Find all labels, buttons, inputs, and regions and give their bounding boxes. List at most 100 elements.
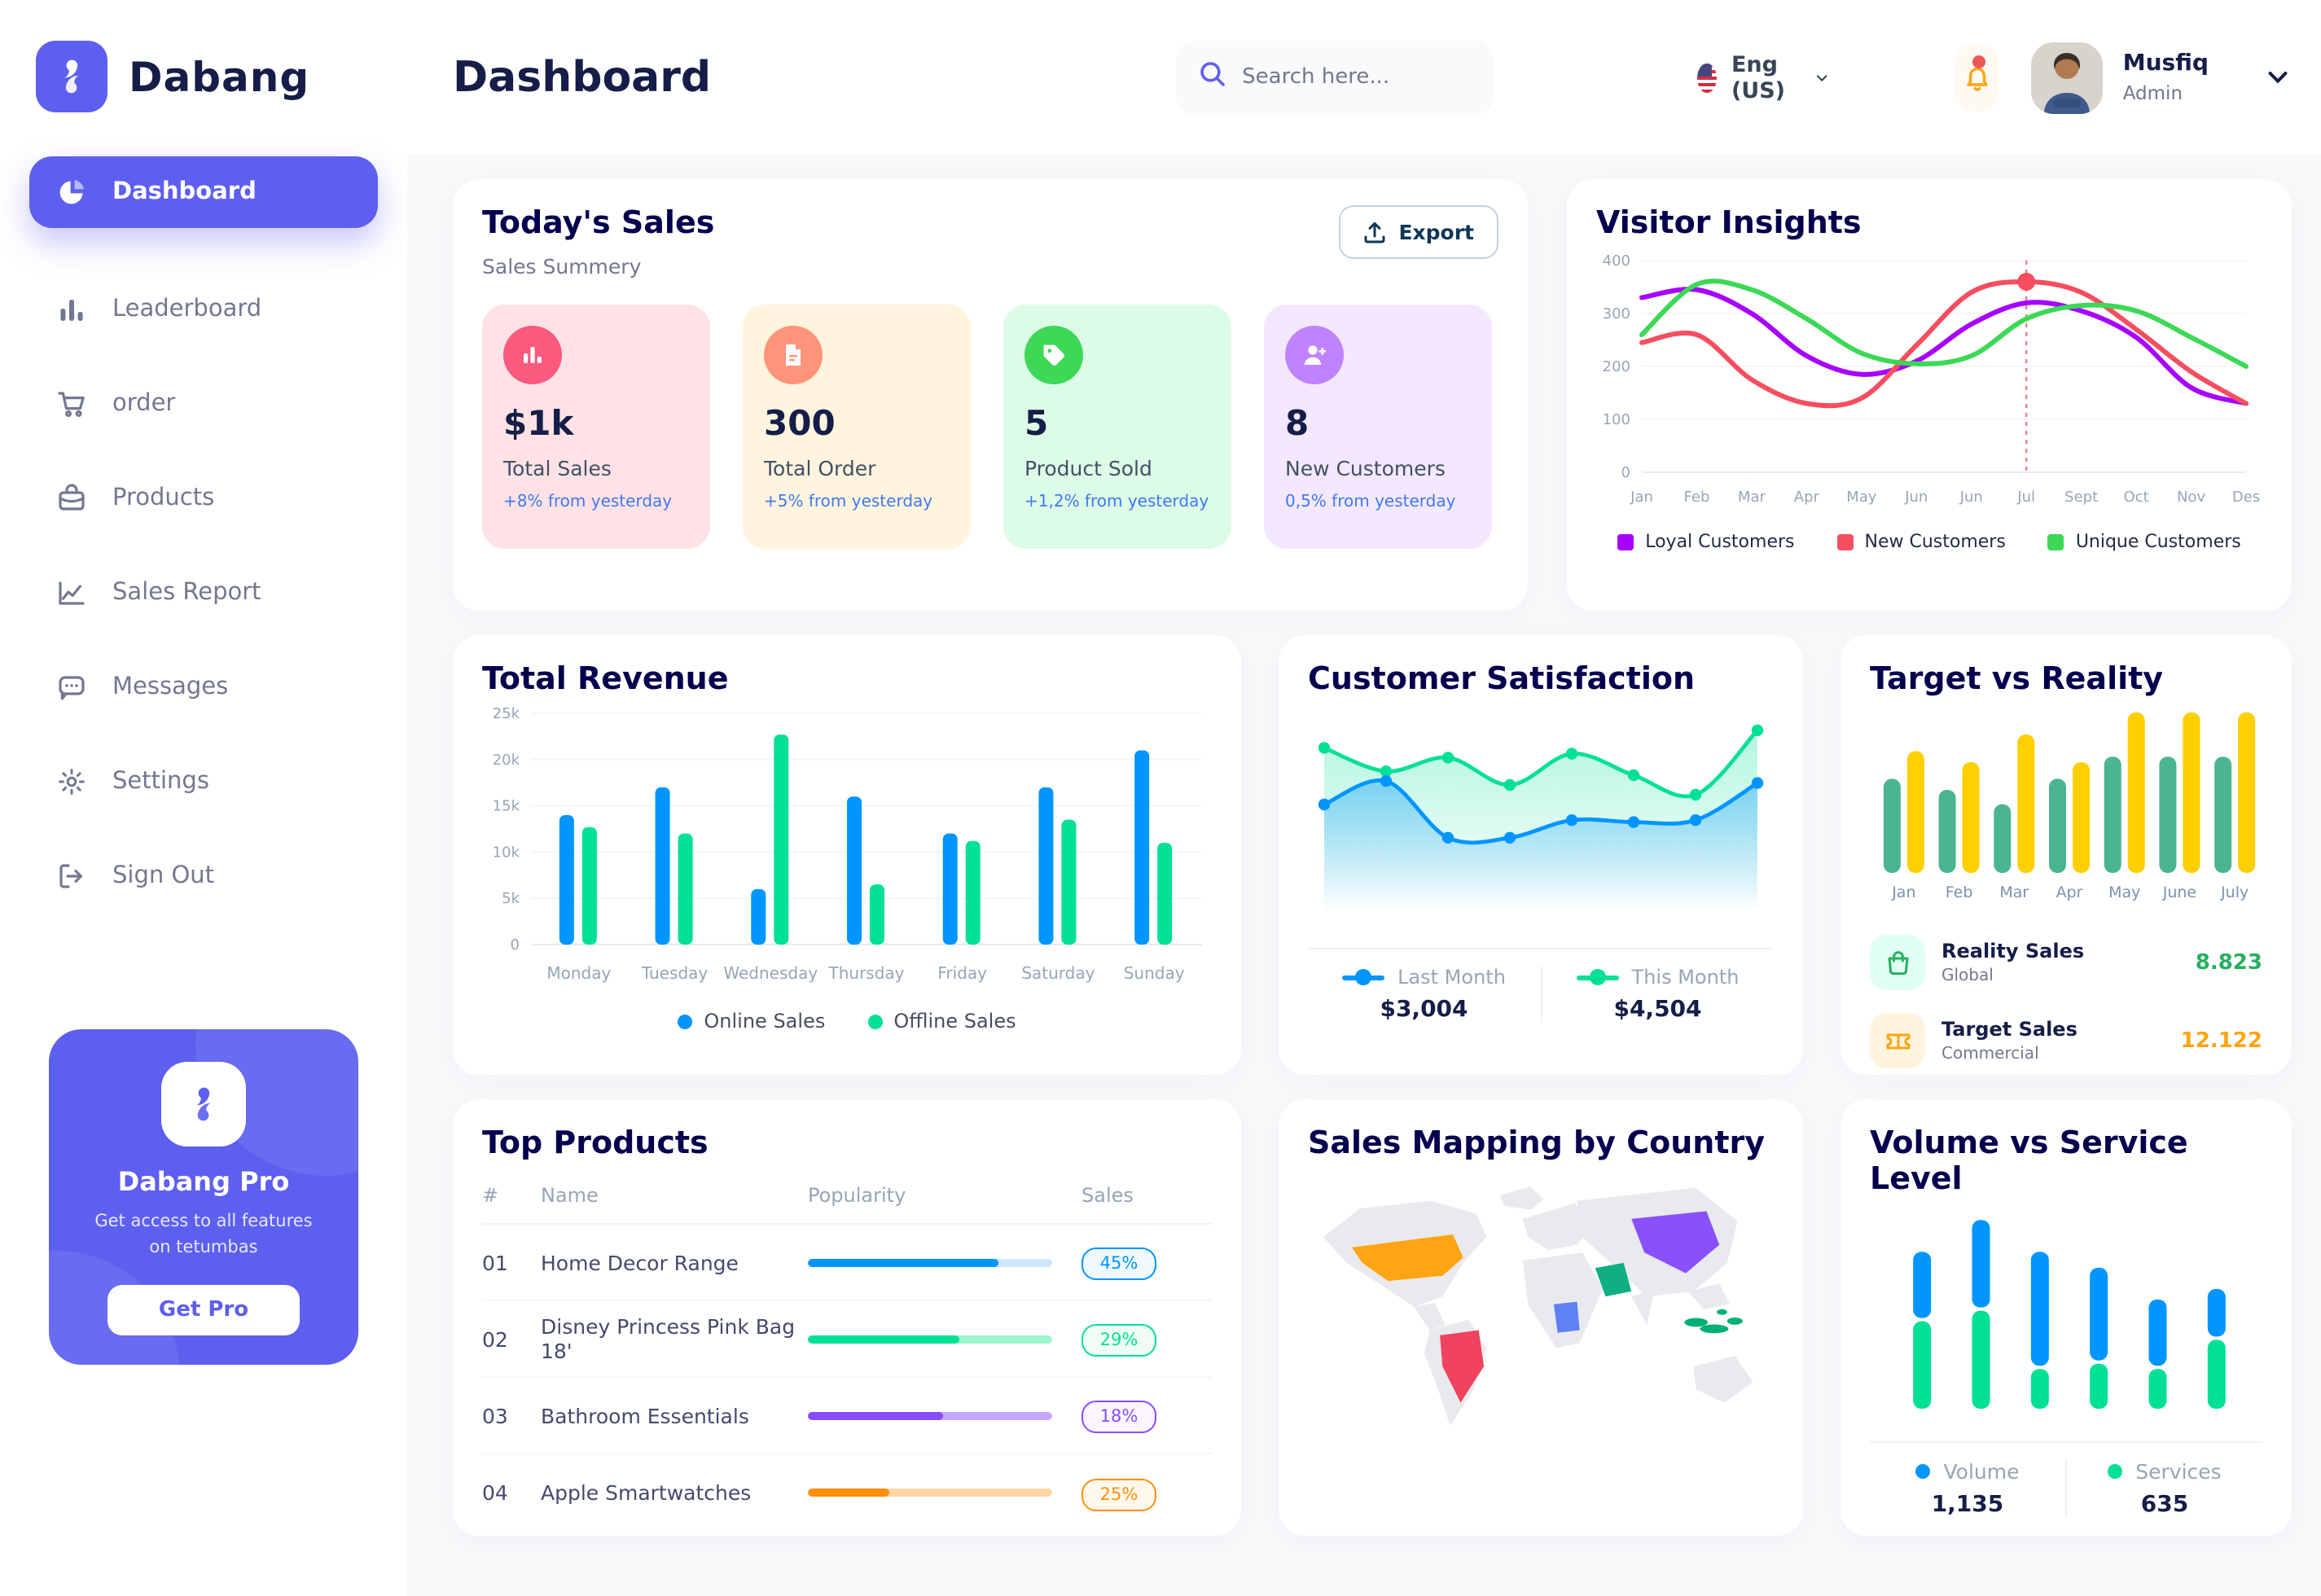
product-name: Bathroom Essentials bbox=[541, 1403, 749, 1427]
sidebar-item-order[interactable]: order bbox=[29, 368, 378, 440]
services-total: 635 bbox=[2140, 1492, 2189, 1518]
svg-text:May: May bbox=[2108, 884, 2140, 901]
user-name: Musfiq bbox=[2122, 50, 2209, 77]
popularity-bar bbox=[808, 1411, 1052, 1419]
stat-delta: +8% from yesterday bbox=[503, 493, 673, 511]
svg-text:Apr: Apr bbox=[1794, 489, 1820, 506]
stat-cards: $1k Total Sales +8% from yesterday 300 Total… bbox=[482, 305, 1498, 549]
order-icon bbox=[55, 388, 88, 420]
row-2: Total Revenue 0 5k 10k 15k 20k 25k Monday Tuesd… bbox=[453, 635, 2292, 1075]
reality-sales-row: Reality Sales Global 8.823 bbox=[1870, 935, 2262, 990]
product-row: 01 Home Decor Range 45% bbox=[482, 1225, 1212, 1301]
language-selector[interactable]: Eng (US) bbox=[1697, 51, 1828, 103]
main: Today's Sales Sales Summery Export $1k To… bbox=[407, 155, 2321, 1596]
svg-text:Jul: Jul bbox=[2016, 489, 2035, 506]
sidebar-item-settings[interactable]: Settings bbox=[29, 746, 378, 818]
ticket-icon bbox=[1870, 1013, 1925, 1068]
customer-satisfaction-title: Customer Satisfaction bbox=[1308, 661, 1696, 697]
document-icon bbox=[764, 326, 823, 384]
visitor-insights-legend: Loyal Customers New Customers Unique Cus… bbox=[1596, 531, 2262, 552]
sidebar-item-label: Sales Report bbox=[112, 580, 261, 606]
pro-promo-card: Dabang Pro Get access to all features on… bbox=[49, 1029, 358, 1364]
stat-delta: +5% from yesterday bbox=[764, 493, 933, 511]
svg-text:Monday: Monday bbox=[546, 963, 611, 983]
sidebar-item-messages[interactable]: Messages bbox=[29, 651, 378, 723]
todays-sales-subtitle: Sales Summery bbox=[482, 254, 642, 278]
land-europe bbox=[1522, 1203, 1595, 1251]
todays-sales-title: Today's Sales bbox=[482, 205, 715, 241]
notifications-button[interactable] bbox=[1955, 43, 1999, 112]
visitor-insights-title: Visitor Insights bbox=[1596, 205, 1862, 241]
customer-satisfaction-legend: Last Month $3,004 This Month $4,504 bbox=[1308, 966, 1774, 1023]
this-month-marker bbox=[1576, 969, 1619, 985]
svg-text:Des: Des bbox=[2232, 489, 2260, 506]
sidebar-item-label: order bbox=[112, 391, 176, 417]
avatar bbox=[2031, 42, 2104, 113]
reality-sales-value: 8.823 bbox=[2195, 950, 2262, 975]
world-map bbox=[1323, 1186, 1753, 1427]
sidebar-item-label: Products bbox=[112, 485, 215, 511]
sign-out-icon bbox=[55, 860, 88, 892]
user-menu[interactable]: Musfiq Admin bbox=[2031, 42, 2288, 113]
bell-icon bbox=[1966, 66, 1988, 90]
dabang-pro-logo-icon bbox=[161, 1062, 246, 1147]
svg-text:Tuesday: Tuesday bbox=[641, 963, 709, 983]
search-input[interactable] bbox=[1242, 65, 1472, 90]
land-se-asia bbox=[1688, 1283, 1730, 1310]
page-title: Dashboard bbox=[453, 53, 712, 102]
volume-service-title: Volume vs Service Level bbox=[1870, 1125, 2188, 1197]
online-sales-dot bbox=[678, 1014, 693, 1028]
user-plus-icon bbox=[1285, 326, 1344, 384]
volume-service-legend: Volume 1,135 Services 635 bbox=[1870, 1459, 2262, 1518]
product-name: Home Decor Range bbox=[541, 1250, 739, 1274]
country-china bbox=[1631, 1211, 1720, 1274]
product-row: 03 Bathroom Essentials 18% bbox=[482, 1378, 1212, 1454]
sales-badge: 29% bbox=[1082, 1324, 1156, 1357]
total-revenue-title: Total Revenue bbox=[482, 661, 729, 697]
us-flag-icon bbox=[1697, 63, 1717, 92]
sales-badge: 45% bbox=[1082, 1247, 1156, 1280]
country-saudi-arabia bbox=[1595, 1262, 1632, 1297]
export-icon bbox=[1363, 221, 1384, 243]
top-products-card: Top Products # Name Popularity Sales 01 H… bbox=[453, 1099, 1241, 1536]
brand-name: Dabang bbox=[129, 53, 310, 100]
this-month-total: $4,504 bbox=[1613, 997, 1702, 1023]
svg-text:July: July bbox=[2220, 884, 2249, 901]
search-bar[interactable] bbox=[1175, 40, 1494, 115]
stat-value: $1k bbox=[503, 404, 574, 443]
land-india bbox=[1631, 1288, 1655, 1326]
sidebar-item-leaderboard[interactable]: Leaderboard bbox=[29, 274, 378, 345]
svg-text:Mar: Mar bbox=[1999, 884, 2029, 901]
sidebar-item-sign-out[interactable]: Sign Out bbox=[29, 840, 378, 912]
stat-card-new-customers: 8 New Customers 0,5% from yesterday bbox=[1264, 305, 1492, 549]
sidebar-item-dashboard[interactable]: Dashboard bbox=[29, 156, 378, 228]
svg-text:Feb: Feb bbox=[1946, 884, 1973, 901]
export-button[interactable]: Export bbox=[1338, 205, 1498, 259]
land-central-america bbox=[1414, 1303, 1446, 1331]
user-texts: Musfiq Admin bbox=[2123, 50, 2209, 104]
svg-text:Apr: Apr bbox=[2056, 884, 2083, 901]
svg-text:Jun: Jun bbox=[1959, 489, 1983, 506]
svg-text:300: 300 bbox=[1603, 305, 1630, 322]
svg-text:25k: 25k bbox=[493, 705, 520, 722]
get-pro-button[interactable]: Get Pro bbox=[107, 1284, 300, 1335]
search-icon bbox=[1198, 60, 1226, 94]
svg-text:Oct: Oct bbox=[2124, 489, 2149, 506]
target-vs-reality-title: Target vs Reality bbox=[1870, 661, 2164, 697]
popularity-bar bbox=[808, 1335, 1052, 1343]
popularity-bar bbox=[808, 1489, 1052, 1497]
sidebar-item-sales-report[interactable]: Sales Report bbox=[29, 557, 378, 629]
total-revenue-legend: Online Sales Offline Sales bbox=[482, 1010, 1212, 1033]
stat-value: 300 bbox=[764, 404, 836, 443]
sales-mapping-title: Sales Mapping by Country bbox=[1308, 1125, 1766, 1161]
country-dr-congo bbox=[1553, 1301, 1580, 1333]
sidebar-item-products[interactable]: Products bbox=[29, 463, 378, 534]
stat-label: Product Sold bbox=[1024, 456, 1152, 480]
product-rank: 03 bbox=[482, 1403, 508, 1427]
land-greenland bbox=[1499, 1186, 1544, 1210]
svg-text:Saturday: Saturday bbox=[1021, 963, 1095, 983]
chevron-down-icon bbox=[1817, 74, 1827, 81]
customer-satisfaction-card: Customer Satisfaction Last Month $3,004 … bbox=[1279, 635, 1803, 1075]
todays-sales-card: Today's Sales Sales Summery Export $1k To… bbox=[453, 179, 1528, 611]
products-icon bbox=[55, 482, 88, 515]
